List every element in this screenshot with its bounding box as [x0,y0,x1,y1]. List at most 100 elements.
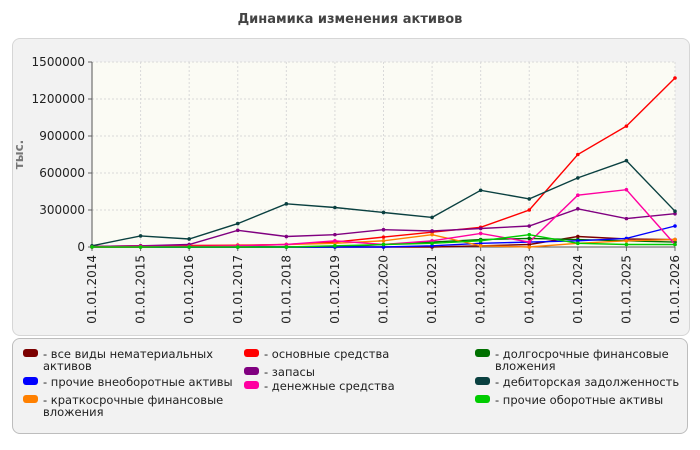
legend-swatch [475,395,490,403]
x-tick-label: 01.01.2025 [619,255,633,324]
legend-label: - прочие внеоборотные активы [43,375,233,389]
data-point [284,202,289,206]
data-point [478,226,483,231]
y-tick-label: 300000 [39,203,85,217]
data-point [527,245,532,249]
legend-label: - долгосрочные финансовые вложения [495,347,669,373]
data-point [284,234,289,239]
data-point [235,221,240,226]
data-point [527,224,532,228]
data-point [527,236,532,241]
data-point [90,245,94,249]
y-tick-label: 600000 [39,166,85,180]
data-point [381,235,386,239]
data-point [430,243,434,248]
legend-swatch [244,349,259,357]
x-tick-label: 01.01.2016 [182,255,196,324]
legend-label: - денежные средства [264,379,395,393]
data-point [138,245,143,249]
data-point [187,237,191,241]
data-point [478,241,483,246]
data-point [430,239,434,243]
data-point [478,188,483,193]
x-tick-label: 01.01.2021 [425,255,439,324]
data-point [624,236,629,241]
x-tick-label: 01.01.2022 [474,255,488,324]
data-point [673,237,677,242]
x-tick-label: 01.01.2014 [85,255,99,324]
data-point [576,176,580,180]
data-point [624,158,629,163]
legend-swatch [23,395,38,403]
y-tick-label: 1500000 [32,55,85,69]
data-point [624,242,629,247]
data-point [673,209,677,214]
x-tick-label: 01.01.2024 [571,255,585,324]
y-tick-label: 1200000 [32,92,85,106]
legend-label: - прочие оборотные активы [495,393,664,407]
y-tick-label: 0 [77,240,85,254]
data-point [381,227,386,232]
chart-title: Динамика изменения активов [237,12,463,27]
legend-label: - основные средства [264,347,390,361]
data-point [381,210,386,215]
legend-swatch [23,377,38,385]
y-axis-label: тыс. [12,140,26,169]
data-point [430,215,434,220]
data-point [527,240,532,244]
data-point [381,245,386,249]
data-point [333,241,337,246]
data-point [284,245,289,249]
data-point [527,232,532,237]
y-tick-label: 900000 [39,129,85,143]
x-tick-label: 01.01.2023 [522,255,536,324]
data-point [333,205,337,210]
data-point [138,234,143,238]
data-point [284,242,289,247]
data-point [673,211,677,216]
data-point [673,242,677,247]
data-point [333,232,337,237]
legend-label: - дебиторская задолженность [495,375,680,389]
data-point [478,243,483,248]
data-point [527,197,532,201]
data-point [624,124,629,128]
data-point [333,239,337,243]
data-point [430,241,434,246]
data-point [576,206,580,211]
data-point [235,245,240,249]
x-tick-label: 01.01.2020 [377,255,391,324]
data-point [235,228,240,233]
data-point [478,239,483,243]
legend-swatch [244,381,259,389]
x-tick-label: 01.01.2026 [668,255,682,324]
legend-label: - все виды нематериальных активов [43,347,214,373]
data-point [576,152,580,157]
legend-label: - запасы [264,365,315,379]
data-point [576,241,580,246]
data-point [576,239,580,243]
data-point [430,229,434,233]
legend-swatch [475,377,490,385]
legend-swatch [23,349,38,357]
data-point [673,76,677,80]
data-point [624,239,629,243]
data-point [576,234,580,239]
data-point [576,193,580,197]
data-point [333,243,337,248]
legend-swatch [244,367,259,375]
data-point [527,208,532,212]
data-point [381,242,386,247]
x-tick-label: 01.01.2015 [134,255,148,324]
line-chart: 0 300000 600000 900000 1200000 1500000 01.01.2… [12,55,682,324]
data-point [624,187,629,192]
data-point [673,224,677,228]
data-point [624,216,629,221]
legend-swatch [475,349,490,357]
data-point [527,242,532,247]
data-point [430,232,434,237]
data-point [187,245,191,249]
data-point [478,231,483,236]
x-tick-label: 01.01.2017 [231,255,245,324]
x-tick-label: 01.01.2018 [279,255,293,324]
